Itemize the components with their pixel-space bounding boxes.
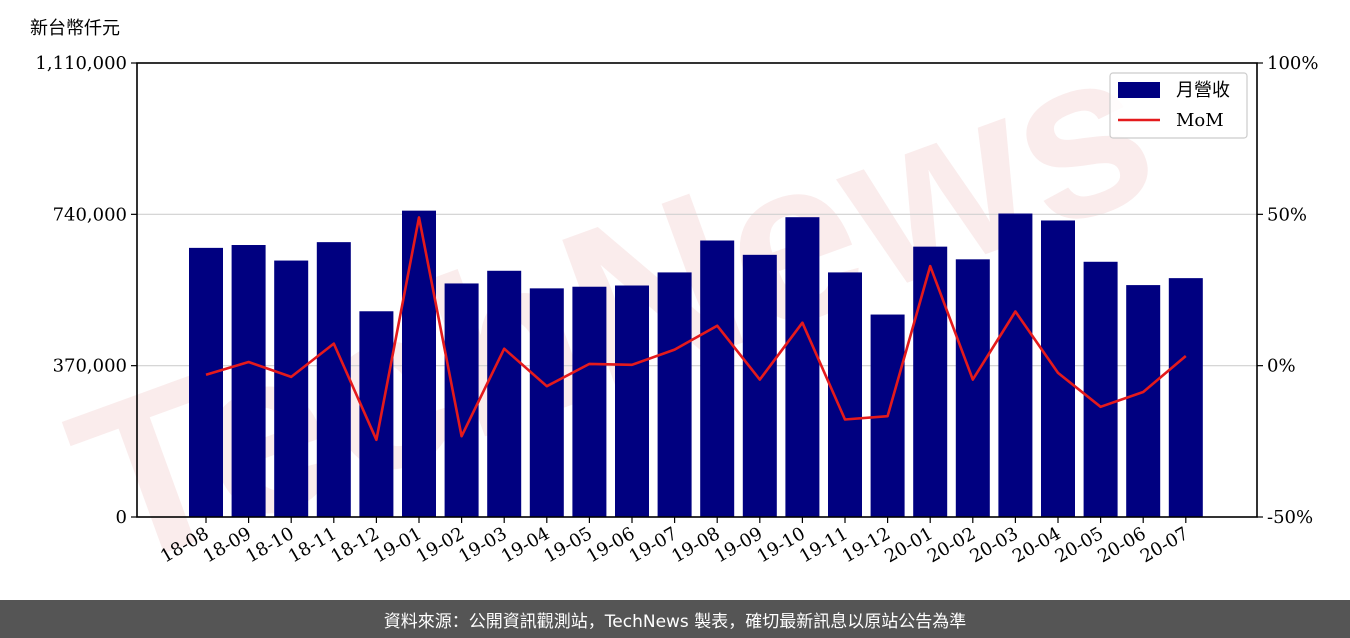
revenue-chart: TechNews 0370,000740,0001,110,000-50%0%5… bbox=[35, 0, 1318, 600]
bar-19-02 bbox=[444, 283, 479, 517]
left-tick-label: 740,000 bbox=[53, 204, 127, 225]
bar-20-07 bbox=[1168, 278, 1203, 517]
bar-18-11 bbox=[316, 242, 351, 518]
x-tick-label: 20-07 bbox=[1137, 523, 1192, 567]
bar-19-04 bbox=[529, 288, 564, 517]
bar-20-05 bbox=[1083, 261, 1118, 517]
x-tick-label: 20-04 bbox=[1009, 523, 1064, 567]
right-tick-label: 50% bbox=[1267, 204, 1307, 225]
bar-20-02 bbox=[955, 259, 990, 517]
bar-18-08 bbox=[189, 247, 223, 517]
bar-19-10 bbox=[785, 217, 820, 517]
bar-20-03 bbox=[998, 213, 1033, 517]
right-tick-label: 0% bbox=[1267, 356, 1296, 377]
bar-20-01 bbox=[913, 246, 948, 517]
y-axis-unit-label: 新台幣仟元 bbox=[30, 18, 120, 39]
bar-18-09 bbox=[231, 245, 266, 517]
plot-frame bbox=[136, 62, 1258, 518]
x-tick-label: 19-04 bbox=[498, 523, 553, 567]
x-tick-label: 19-07 bbox=[626, 523, 681, 567]
left-tick-label: 370,000 bbox=[53, 356, 127, 377]
source-text: 資料來源：公開資訊觀測站，TechNews 製表，確切最新訊息以原站公告為準 bbox=[383, 611, 967, 632]
legend-label-revenue: 月營收 bbox=[1176, 80, 1230, 101]
bar-19-01 bbox=[402, 210, 436, 517]
x-tick-label: 19-06 bbox=[583, 523, 638, 567]
bar-19-03 bbox=[487, 270, 522, 517]
x-tick-label: 19-10 bbox=[753, 523, 808, 567]
mom-line-series bbox=[205, 216, 1187, 442]
bar-19-07 bbox=[657, 272, 692, 517]
bar-18-10 bbox=[274, 260, 309, 517]
legend: 月營收 MoM bbox=[1109, 72, 1248, 139]
right-tick-label: -50% bbox=[1267, 507, 1313, 528]
x-tick-label: 19-05 bbox=[540, 523, 595, 567]
x-tick-label: 19-03 bbox=[455, 523, 510, 567]
bar-20-06 bbox=[1126, 285, 1161, 517]
x-tick-label: 19-02 bbox=[413, 523, 468, 567]
bar-19-05 bbox=[572, 286, 607, 517]
source-footer: 資料來源：公開資訊觀測站，TechNews 製表，確切最新訊息以原站公告為準 bbox=[0, 600, 1350, 638]
left-tick-label: 1,110,000 bbox=[35, 53, 127, 74]
bar-series bbox=[189, 210, 1203, 518]
x-tick-label: 19-09 bbox=[711, 523, 766, 567]
left-tick-label: 0 bbox=[116, 507, 127, 528]
x-tick-label: 20-05 bbox=[1052, 523, 1107, 567]
bar-19-08 bbox=[700, 240, 735, 518]
legend-label-mom: MoM bbox=[1176, 110, 1224, 131]
bar-19-09 bbox=[742, 254, 777, 517]
x-tick-label: 20-03 bbox=[966, 523, 1021, 567]
right-tick-label: 100% bbox=[1267, 53, 1318, 74]
x-tick-label: 19-08 bbox=[668, 523, 723, 567]
bar-20-04 bbox=[1041, 220, 1075, 517]
x-tick-label: 20-02 bbox=[924, 523, 979, 567]
mom-line bbox=[205, 216, 1187, 442]
x-tick-label: 19-12 bbox=[839, 523, 894, 567]
x-tick-label: 20-06 bbox=[1094, 523, 1149, 567]
x-tick-label: 20-01 bbox=[881, 523, 936, 567]
legend-swatch-bar bbox=[1118, 82, 1160, 98]
bar-19-06 bbox=[615, 285, 649, 517]
x-tick-label: 19-01 bbox=[370, 523, 425, 567]
x-tick-label: 19-11 bbox=[796, 523, 851, 567]
